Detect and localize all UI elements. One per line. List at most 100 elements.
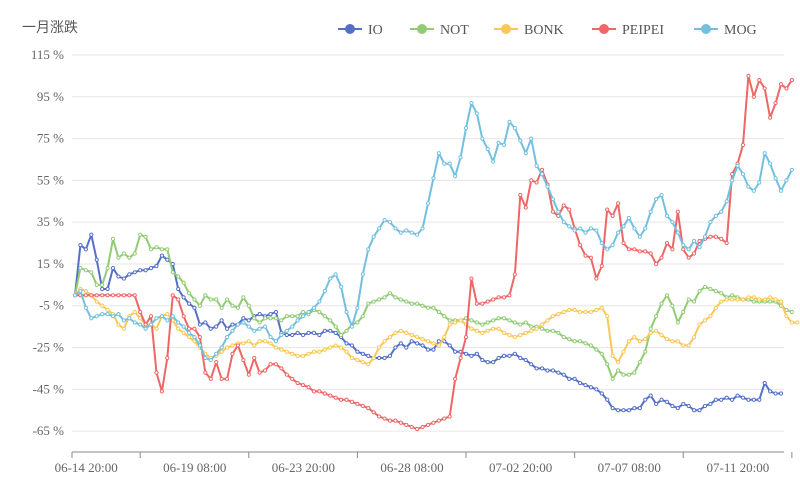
data-point — [181, 295, 186, 300]
data-point — [523, 320, 528, 325]
data-point — [561, 220, 566, 225]
data-point — [539, 322, 545, 327]
legend-marker — [599, 24, 609, 34]
data-point — [501, 142, 507, 147]
x-tick-label: 06-14 20:00 — [55, 460, 118, 475]
data-point — [751, 94, 756, 99]
data-point — [246, 303, 251, 308]
data-point — [556, 311, 561, 317]
data-point — [675, 406, 680, 411]
data-point — [100, 303, 105, 308]
data-point — [192, 334, 197, 340]
data-point — [784, 86, 789, 91]
data-point — [675, 230, 680, 235]
y-tick-label: 75 % — [37, 131, 64, 146]
data-point — [529, 324, 534, 329]
data-point — [692, 251, 697, 256]
data-point — [583, 309, 588, 315]
data-point — [268, 311, 273, 317]
legend-item-bonk[interactable]: BONK — [494, 23, 564, 38]
data-point — [626, 215, 632, 221]
legend[interactable]: IO NOT BONK PEIPEI MOG — [338, 23, 757, 38]
legend-item-io[interactable]: IO — [338, 23, 383, 38]
data-point — [577, 243, 583, 248]
legend-item-peipei[interactable]: PEIPEI — [592, 23, 664, 38]
data-point — [474, 328, 479, 333]
data-point — [469, 318, 474, 323]
data-point — [757, 397, 762, 402]
data-point — [219, 318, 224, 323]
data-point — [561, 372, 566, 377]
series-peipei — [72, 73, 794, 432]
data-point — [588, 255, 594, 260]
data-point — [214, 360, 219, 365]
data-point — [708, 234, 713, 239]
data-point — [545, 184, 550, 189]
data-point — [453, 320, 458, 325]
data-point — [724, 395, 729, 400]
data-point — [425, 422, 431, 427]
data-point — [643, 226, 648, 231]
data-point — [626, 339, 632, 344]
data-point — [360, 360, 365, 365]
legend-item-mog[interactable]: MOG — [694, 23, 757, 38]
data-point — [284, 332, 289, 338]
data-point — [621, 372, 626, 377]
data-point — [404, 228, 409, 233]
data-point — [572, 228, 577, 233]
data-point — [730, 397, 735, 402]
data-point — [653, 197, 659, 202]
data-point — [371, 299, 376, 304]
data-point — [675, 320, 680, 325]
legend-item-not[interactable]: NOT — [410, 23, 469, 38]
data-point — [317, 332, 322, 338]
data-point — [594, 307, 599, 313]
data-point — [366, 353, 371, 358]
data-point — [453, 376, 458, 381]
data-point — [784, 314, 789, 319]
data-point — [496, 316, 501, 321]
data-point — [778, 82, 784, 87]
data-point — [648, 330, 653, 335]
x-axis-ticks: 06-14 20:00 06-19 08:00 06-23 20:00 06-28 0… — [55, 452, 793, 475]
data-point — [615, 201, 621, 206]
data-point — [507, 353, 512, 358]
data-point — [121, 251, 126, 256]
data-point — [480, 322, 485, 327]
data-point — [632, 226, 637, 231]
data-point — [181, 280, 186, 285]
data-point — [778, 391, 784, 396]
data-point — [708, 401, 713, 407]
data-point — [165, 257, 170, 262]
data-point — [621, 408, 626, 413]
data-point — [740, 172, 746, 177]
data-point — [518, 138, 523, 143]
data-point — [121, 318, 126, 323]
data-point — [529, 136, 534, 141]
data-point — [512, 272, 517, 277]
data-point — [550, 209, 556, 214]
data-point — [415, 426, 420, 432]
data-point — [154, 316, 159, 321]
legend-label: BONK — [524, 23, 564, 38]
x-tick-label: 07-11 20:00 — [707, 460, 770, 475]
data-point — [474, 320, 479, 325]
data-point — [501, 353, 507, 358]
data-point — [431, 347, 436, 352]
data-point — [186, 301, 192, 306]
legend-marker — [345, 24, 355, 34]
data-point — [393, 330, 398, 335]
data-point — [463, 126, 469, 131]
data-point — [360, 403, 365, 409]
data-point — [425, 347, 431, 352]
data-point — [235, 305, 241, 310]
data-point — [181, 314, 186, 319]
data-point — [485, 328, 490, 333]
data-point — [404, 422, 409, 427]
data-point — [512, 351, 517, 356]
data-point — [208, 297, 213, 302]
data-point — [333, 330, 338, 335]
data-point — [230, 343, 235, 348]
data-point — [300, 309, 306, 315]
data-point — [425, 339, 431, 344]
